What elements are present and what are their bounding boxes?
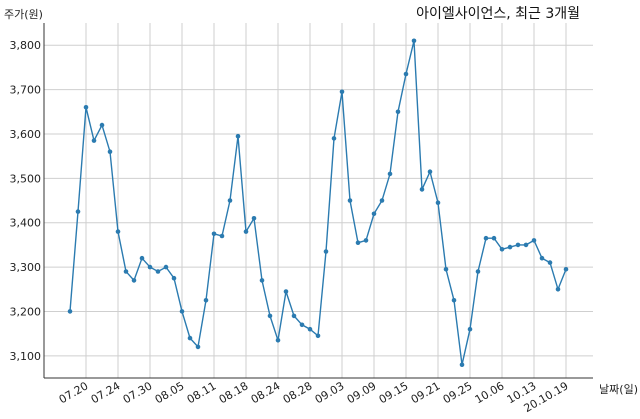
x-tick-label: 07.30 [121,379,155,406]
data-point [507,244,513,250]
y-tick-label: 3,700 [10,84,42,97]
data-point [131,278,137,283]
x-tick-label: 10.06 [473,379,507,406]
data-point [147,264,153,270]
data-point [523,242,529,248]
data-point [67,309,73,314]
data-point [315,333,321,339]
data-point [371,211,377,217]
data-point [419,187,425,192]
data-point [163,264,169,270]
data-point [83,105,89,110]
data-point [235,133,241,139]
x-tick-label: 07.24 [89,379,123,406]
data-point [259,278,265,283]
x-tick-label: 09.09 [345,379,379,406]
x-tick-label: 08.24 [249,379,283,406]
x-tick-label: 08.11 [185,379,219,406]
data-point [395,109,401,115]
data-point [123,269,129,274]
x-tick-label: 08.05 [153,379,187,406]
data-point [451,298,457,303]
y-axis-label: 주가(원) [4,8,43,21]
data-point [531,238,537,243]
data-point [515,242,521,248]
data-point [443,267,449,272]
data-point [411,38,417,44]
data-point [75,209,81,214]
data-point [563,267,569,272]
data-point [403,71,409,77]
x-tick-label: 09.21 [409,379,443,406]
data-point [283,289,289,294]
data-point [491,235,497,241]
data-point [155,269,161,274]
y-tick-label: 3,200 [10,305,42,318]
x-axis-label: 날짜(일) [599,383,638,396]
y-tick-label: 3,600 [10,128,42,141]
data-point [227,198,233,203]
data-point [91,138,97,143]
x-tick-label: 07.20 [57,379,91,406]
data-point [499,247,505,252]
data-point [467,326,473,332]
data-point [299,322,305,328]
data-point [187,335,193,341]
x-tick-label: 08.18 [217,379,251,406]
y-tick-label: 3,800 [10,39,42,52]
data-point [243,229,249,234]
data-point [251,216,257,221]
data-point [539,255,545,261]
x-tick-label: 08.28 [281,379,315,406]
data-point [219,233,225,239]
data-point [275,338,281,343]
data-point [307,326,313,332]
data-point [291,313,297,319]
y-tick-label: 3,300 [10,261,42,274]
data-point [555,287,561,292]
data-point [347,198,353,203]
data-point [387,171,393,177]
data-point [379,198,385,203]
data-point [355,240,361,245]
data-point [339,89,345,95]
data-point [427,169,433,174]
data-point [483,235,489,241]
data-point [475,269,481,274]
data-point [107,149,113,154]
y-tick-label: 3,400 [10,217,42,230]
data-point [115,229,121,234]
data-point [171,275,177,281]
data-point [363,238,369,243]
chart-title: 아이엘사이언스, 최근 3개월 [416,6,580,22]
data-point [179,309,185,314]
x-tick-label: 09.15 [377,379,411,406]
data-point [139,255,145,261]
data-point [267,313,273,319]
data-point [435,200,441,205]
data-point [547,260,553,265]
y-tick-label: 3,100 [10,350,42,363]
x-tick-label: 09.03 [313,379,347,406]
x-tick-label: 09.25 [441,379,475,406]
data-point [459,362,465,368]
data-point [195,344,201,350]
data-point [323,249,329,254]
y-tick-label: 3,500 [10,172,42,185]
data-point [211,231,217,237]
data-point [99,122,105,128]
data-point [331,136,337,141]
data-point [203,298,209,303]
